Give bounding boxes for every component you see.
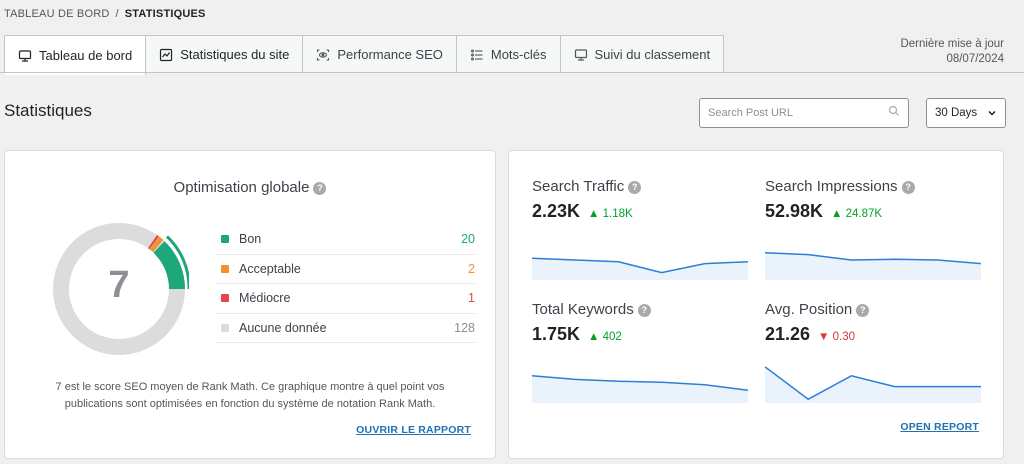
legend-label: Aucune donnée [239, 320, 327, 335]
last-update-label: Dernière mise à jour [900, 38, 1004, 50]
optimisation-title: Optimisation globale? [5, 179, 495, 196]
optimisation-card: Optimisation globale? 7 Bon 20 Acceptabl… [4, 150, 496, 459]
stat-avg-position: Avg. Position? 21.26 ▼ 0.30 [765, 301, 981, 403]
legend-value: 1 [468, 291, 475, 306]
tab-label: Mots-clés [490, 47, 547, 62]
open-report-link[interactable]: OUVRIR LE RAPPORT [356, 424, 471, 436]
breadcrumb: TABLEAU DE BORD / STATISTIQUES [4, 8, 206, 20]
stats-card: Search Traffic? 2.23K ▲ 1.18K Search Impr… [508, 150, 1004, 459]
eye-icon [316, 48, 330, 62]
breadcrumb-current: STATISTIQUES [124, 8, 206, 20]
sparkline-line [765, 366, 981, 401]
breadcrumb-separator: / [115, 8, 119, 20]
tab-label: Tableau de bord [39, 48, 133, 63]
stat-label: Search Impressions? [765, 178, 981, 195]
stat-search-impressions: Search Impressions? 52.98K ▲ 24.87K [765, 178, 981, 280]
help-icon[interactable]: ? [901, 181, 915, 194]
list-icon [470, 48, 484, 62]
stat-value: 1.75K ▲ 402 [532, 324, 622, 344]
last-update-date: 08/07/2024 [946, 53, 1004, 65]
legend-swatch [221, 294, 229, 303]
donut-segment-acceptable [149, 236, 164, 253]
legend-item-poor: Médiocre 1 [217, 284, 475, 314]
last-update: Dernière mise à jour 08/07/2024 [900, 37, 1004, 67]
tab-keywords[interactable]: Mots-clés [456, 36, 561, 73]
tab-label: Statistiques du site [180, 47, 290, 62]
stat-value: 52.98K ▲ 24.87K [765, 201, 883, 221]
score-donut-chart [53, 223, 189, 355]
donut-segment-good [153, 241, 185, 290]
sparkline-line [532, 257, 748, 274]
help-icon[interactable]: ? [628, 181, 642, 194]
monitor-icon [574, 48, 588, 62]
stat-delta: ▲ 24.87K [831, 208, 883, 220]
donut-highlight-arc [165, 235, 189, 289]
stat-value: 2.23K ▲ 1.18K [532, 201, 633, 221]
optimisation-title-text: Optimisation globale [173, 179, 310, 196]
date-range-value: 30 Days [935, 107, 978, 119]
stat-label: Search Traffic? [532, 178, 748, 195]
sparkline-area [765, 252, 981, 280]
tab-label: Suivi du classement [594, 47, 711, 62]
stat-label: Avg. Position? [765, 301, 981, 318]
breadcrumb-parent[interactable]: TABLEAU DE BORD [4, 8, 110, 20]
tab-site-stats[interactable]: Statistiques du site [146, 36, 304, 73]
sparkline-line [765, 252, 981, 265]
sparkline-line [532, 375, 748, 391]
stat-label: Total Keywords? [532, 301, 748, 318]
legend-item-acceptable: Acceptable 2 [217, 255, 475, 284]
optimisation-description: 7 est le score SEO moyen de Rank Math. C… [5, 379, 495, 413]
chart-icon [159, 48, 173, 62]
legend-swatch [221, 323, 229, 332]
score-legend: Bon 20 Acceptable 2 Médiocre 1 Aucune do… [217, 225, 475, 343]
description-line: publications sont optimisées en fonction… [64, 398, 436, 410]
date-range-select[interactable]: 30 Days [926, 98, 1006, 128]
legend-swatch [221, 264, 229, 273]
seo-score-value: 7 [108, 264, 130, 306]
stat-delta: ▲ 402 [588, 331, 622, 343]
sparkline-area [765, 366, 981, 403]
open-report-link[interactable]: OPEN REPORT [900, 421, 979, 433]
page-title: Statistiques [4, 101, 92, 120]
tab-dashboard[interactable]: Tableau de bord [5, 36, 147, 75]
legend-value: 2 [468, 261, 475, 276]
stat-value: 21.26 ▼ 0.30 [765, 324, 856, 344]
monitor-icon [18, 49, 32, 63]
search-post-url [699, 98, 909, 128]
tab-bar: Tableau de bord Statistiques du site Per… [4, 35, 725, 75]
help-icon[interactable]: ? [313, 182, 327, 195]
help-icon[interactable]: ? [637, 304, 651, 317]
tabs-divider [0, 72, 1024, 73]
sparkline-area [532, 375, 748, 403]
sparkline [765, 252, 981, 280]
legend-value: 20 [461, 232, 475, 247]
help-icon[interactable]: ? [856, 304, 870, 317]
tab-rank-tracker[interactable]: Suivi du classement [560, 36, 724, 73]
legend-value: 128 [454, 320, 475, 335]
legend-label: Médiocre [239, 291, 291, 306]
donut-segment-poor [147, 234, 159, 250]
tab-seo-performance[interactable]: Performance SEO [303, 36, 457, 73]
sparkline [532, 257, 748, 280]
legend-item-good: Bon 20 [217, 225, 475, 255]
chevron-down-icon [988, 110, 996, 116]
legend-label: Bon [239, 232, 262, 247]
description-line: 7 est le score SEO moyen de Rank Math. C… [55, 381, 445, 393]
search-input[interactable] [708, 107, 888, 119]
sparkline [532, 375, 748, 403]
sparkline [765, 366, 981, 403]
stat-total-keywords: Total Keywords? 1.75K ▲ 402 [532, 301, 748, 403]
search-icon[interactable] [888, 104, 900, 122]
legend-label: Acceptable [239, 261, 301, 276]
stat-search-traffic: Search Traffic? 2.23K ▲ 1.18K [532, 178, 748, 280]
tab-label: Performance SEO [337, 47, 443, 62]
sparkline-area [532, 258, 748, 280]
legend-item-no-data: Aucune donnée 128 [217, 314, 475, 343]
stat-delta: ▲ 1.18K [588, 208, 633, 220]
stat-delta: ▼ 0.30 [818, 331, 856, 343]
legend-swatch [221, 235, 229, 244]
